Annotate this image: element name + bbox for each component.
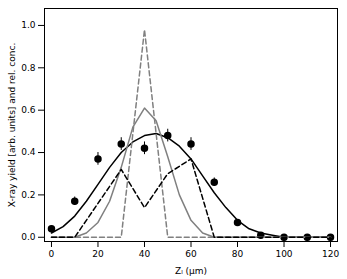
svg-text:40: 40 <box>139 249 151 259</box>
svg-text:80: 80 <box>232 249 244 259</box>
svg-text:1.0: 1.0 <box>21 20 36 30</box>
svg-text:X-ray yield [arb. units] and r: X-ray yield [arb. units] and rel. conc. <box>7 43 17 208</box>
svg-text:0.4: 0.4 <box>21 147 36 157</box>
svg-text:20: 20 <box>92 249 104 259</box>
svg-text:Zₗ (µm): Zₗ (µm) <box>175 266 207 276</box>
svg-text:120: 120 <box>322 249 339 259</box>
svg-text:100: 100 <box>275 249 292 259</box>
svg-text:0.2: 0.2 <box>21 190 35 200</box>
svg-text:0.6: 0.6 <box>21 105 36 115</box>
svg-text:60: 60 <box>185 249 197 259</box>
svg-text:0: 0 <box>49 249 55 259</box>
svg-text:0.0: 0.0 <box>21 232 36 242</box>
svg-text:0.8: 0.8 <box>21 63 36 73</box>
